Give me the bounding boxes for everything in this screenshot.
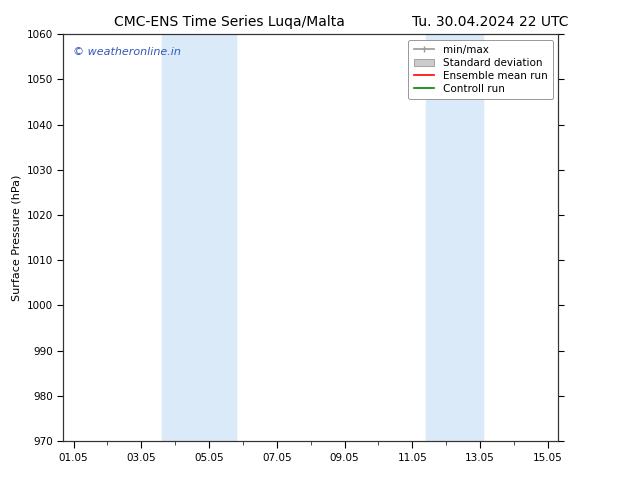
Text: CMC-ENS Time Series Luqa/Malta: CMC-ENS Time Series Luqa/Malta (114, 15, 345, 29)
Legend: min/max, Standard deviation, Ensemble mean run, Controll run: min/max, Standard deviation, Ensemble me… (408, 40, 553, 99)
Y-axis label: Surface Pressure (hPa): Surface Pressure (hPa) (11, 174, 21, 301)
Text: Tu. 30.04.2024 22 UTC: Tu. 30.04.2024 22 UTC (412, 15, 569, 29)
Text: © weatheronline.in: © weatheronline.in (74, 47, 181, 56)
Bar (162, 34, 236, 441)
Bar (426, 34, 483, 441)
